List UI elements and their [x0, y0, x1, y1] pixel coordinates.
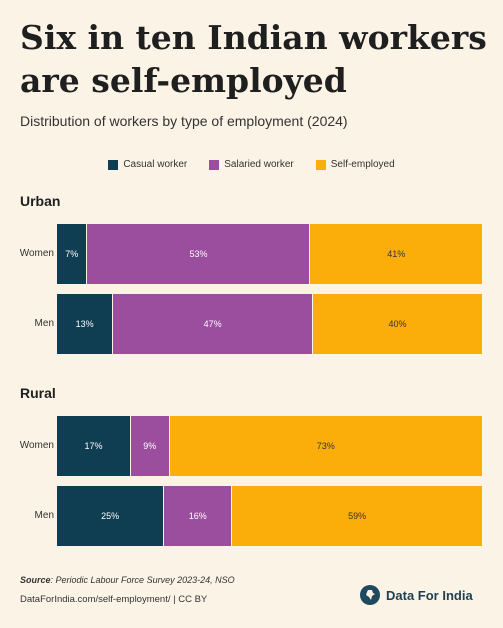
bar-rural-men: 25% 16% 59%	[57, 486, 482, 546]
bar-segment-casual: 13%	[57, 294, 113, 354]
legend-swatch-casual	[108, 159, 119, 170]
bar-urban-women: 7% 53% 41%	[57, 224, 482, 284]
legend-item-self: Self-employed	[315, 159, 395, 170]
legend-item-salaried: Salaried worker	[209, 159, 294, 170]
legend-swatch-salaried	[209, 159, 220, 170]
legend-label-casual: Casual worker	[123, 159, 188, 170]
bar-segment-self: 40%	[312, 294, 482, 354]
legend-label-salaried: Salaried worker	[224, 159, 294, 170]
bar-segment-salaried: 53%	[86, 224, 310, 284]
section-title-rural: Rural	[20, 385, 56, 401]
bar-rural-women: 17% 9% 73%	[57, 416, 482, 476]
section-title-urban: Urban	[20, 193, 61, 209]
bar-segment-self: 73%	[168, 416, 482, 476]
chart-legend: Casual worker Salaried worker Self-employe…	[0, 159, 503, 170]
legend-item-casual: Casual worker	[108, 159, 187, 170]
bar-segment-salaried: 16%	[163, 486, 232, 546]
bar-segment-salaried: 9%	[129, 416, 169, 476]
source-label: Source	[20, 575, 51, 585]
brand-name: Data For India	[386, 587, 473, 603]
legend-swatch-self	[315, 159, 326, 170]
india-map-icon	[360, 585, 380, 605]
bar-segment-salaried: 47%	[112, 294, 312, 354]
row-label-urban-men: Men	[34, 318, 54, 329]
bar-segment-casual: 7%	[57, 224, 87, 284]
chart-subtitle: Distribution of workers by type of emplo…	[20, 113, 348, 129]
bar-segment-self: 59%	[231, 486, 482, 546]
bar-segment-self: 41%	[309, 224, 482, 284]
source-note: Source: Periodic Labour Force Survey 202…	[20, 575, 235, 585]
bar-urban-men: 13% 47% 40%	[57, 294, 482, 354]
brand-logo: Data For India	[360, 585, 473, 605]
row-label-rural-women: Women	[19, 440, 54, 451]
source-text: : Periodic Labour Force Survey 2023-24, …	[50, 575, 235, 585]
row-label-urban-women: Women	[19, 248, 54, 259]
legend-label-self: Self-employed	[330, 159, 395, 170]
bar-segment-casual: 17%	[57, 416, 130, 476]
bar-segment-casual: 25%	[57, 486, 164, 546]
source-link[interactable]: DataForIndia.com/self-employment/ | CC B…	[20, 594, 208, 605]
chart-title: Six in ten Indian workers are self-emplo…	[20, 18, 487, 100]
row-label-rural-men: Men	[34, 510, 54, 521]
